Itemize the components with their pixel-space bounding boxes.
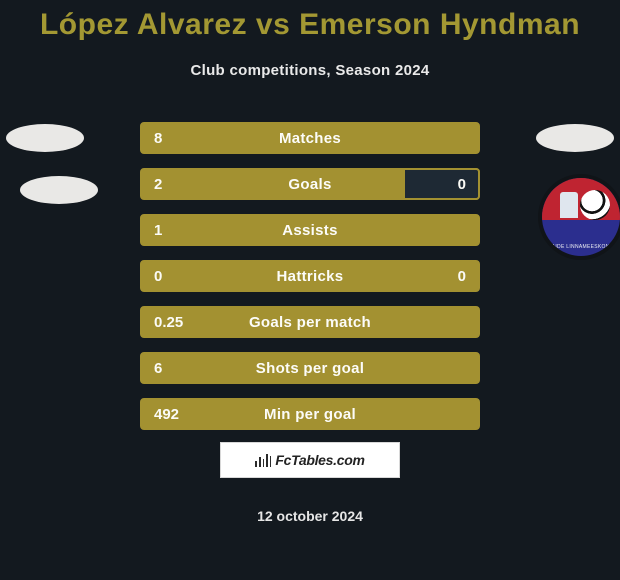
brand-text: FcTables.com [275, 452, 364, 468]
logo-text: PAIDE LINNAMEESKOND [542, 244, 620, 250]
stats-container: 8 Matches 2 Goals 0 1 Assists 0 Hattrick… [140, 122, 480, 444]
stat-label: Assists [142, 216, 478, 244]
stat-label: Shots per goal [142, 354, 478, 382]
player-a-badge-placeholder-2 [20, 176, 98, 204]
stat-row-shots-per-goal: 6 Shots per goal [140, 352, 480, 384]
page-title: López Alvarez vs Emerson Hyndman [0, 0, 620, 42]
brand-bars-icon [255, 453, 271, 467]
stat-row-min-per-goal: 492 Min per goal [140, 398, 480, 430]
stat-right-value: 0 [458, 262, 466, 290]
stat-label: Hattricks [142, 262, 478, 290]
subtitle: Club competitions, Season 2024 [0, 62, 620, 79]
stat-row-goals-per-match: 0.25 Goals per match [140, 306, 480, 338]
player-b-club-logo: PAIDE LINNAMEESKOND [538, 174, 620, 260]
stat-row-matches: 8 Matches [140, 122, 480, 154]
stat-right-value: 0 [458, 170, 466, 198]
player-b-badge-placeholder [536, 124, 614, 152]
player-a-badge-placeholder-1 [6, 124, 84, 152]
logo-football-icon [580, 190, 610, 220]
source-brand-badge[interactable]: FcTables.com [220, 442, 400, 478]
stat-label: Matches [142, 124, 478, 152]
footer-date: 12 october 2024 [0, 508, 620, 524]
stat-row-hattricks: 0 Hattricks 0 [140, 260, 480, 292]
stat-label: Goals per match [142, 308, 478, 336]
stat-label: Goals [142, 170, 478, 198]
stat-label: Min per goal [142, 400, 478, 428]
logo-tower-icon [560, 192, 578, 218]
stat-row-goals: 2 Goals 0 [140, 168, 480, 200]
stat-row-assists: 1 Assists [140, 214, 480, 246]
